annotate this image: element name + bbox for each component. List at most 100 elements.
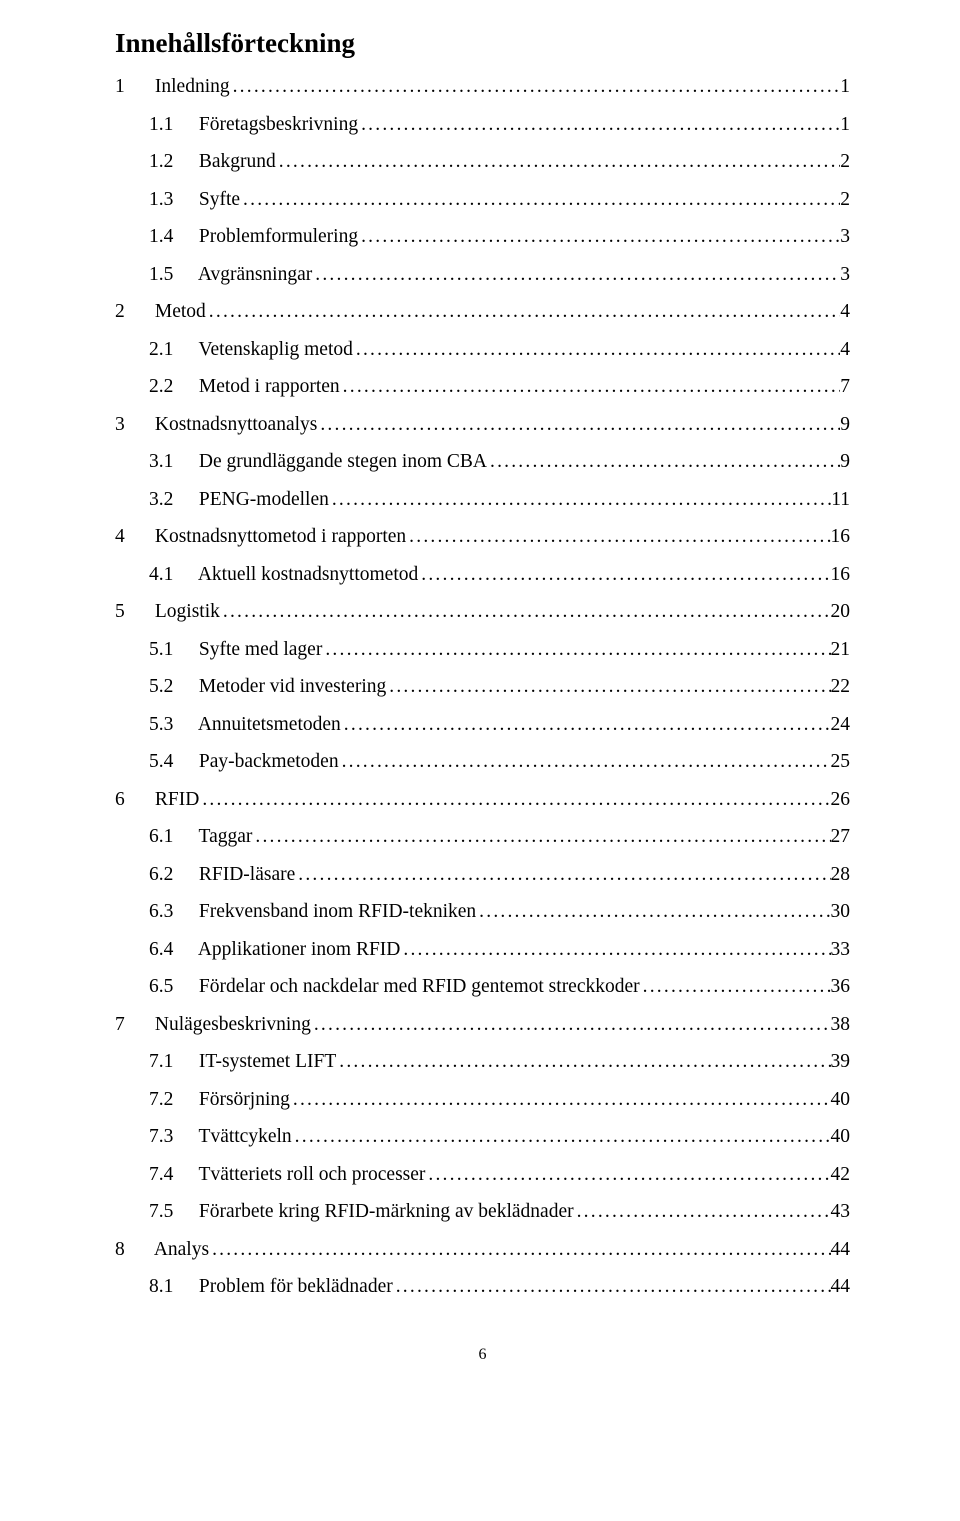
toc-entry: 1 Inledning 1 xyxy=(115,77,850,97)
toc-page: 44 xyxy=(831,1240,851,1260)
toc-label: 1.5 Avgränsningar xyxy=(149,265,312,285)
toc-entry: 4.1 Aktuell kostnadsnyttometod 16 xyxy=(115,565,850,585)
toc-label: 3.2 PENG-modellen xyxy=(149,490,329,510)
toc-text: PENG-modellen xyxy=(199,489,329,510)
toc-label: 7.5 Förarbete kring RFID-märkning av bek… xyxy=(149,1202,574,1222)
toc-leader xyxy=(358,115,840,135)
toc-entry: 3.1 De grundläggande stegen inom CBA 9 xyxy=(115,452,850,472)
toc-text: Inledning xyxy=(155,76,230,97)
toc-num: 8.1 xyxy=(149,1277,194,1297)
toc-entry: 6.2 RFID-läsare 28 xyxy=(115,865,850,885)
toc-leader xyxy=(295,865,830,885)
toc-num: 6.3 xyxy=(149,902,194,922)
toc-text: Bakgrund xyxy=(199,151,276,172)
toc-entry: 6.3 Frekvensband inom RFID-tekniken 30 xyxy=(115,902,850,922)
toc-num: 6.1 xyxy=(149,827,194,847)
toc-num: 1.4 xyxy=(149,227,194,247)
toc-text: RFID xyxy=(155,789,199,810)
toc-text: Metoder vid investering xyxy=(199,676,386,697)
toc-text: Aktuell kostnadsnyttometod xyxy=(198,564,418,585)
toc-text: Annuitetsmetoden xyxy=(198,714,341,735)
toc-text: Problem för beklädnader xyxy=(199,1276,393,1297)
page-title: Innehållsförteckning xyxy=(115,30,850,57)
toc-text: IT-systemet LIFT xyxy=(199,1051,336,1072)
toc-text: Syfte xyxy=(199,189,240,210)
toc-page: 40 xyxy=(831,1090,851,1110)
toc-page: 21 xyxy=(831,640,851,660)
toc-text: Frekvensband inom RFID-tekniken xyxy=(199,901,476,922)
toc-label: 3.1 De grundläggande stegen inom CBA xyxy=(149,452,487,472)
toc-label: 8.1 Problem för beklädnader xyxy=(149,1277,393,1297)
toc-label: 6.4 Applikationer inom RFID xyxy=(149,940,400,960)
toc-leader xyxy=(476,902,830,922)
toc-num: 5.2 xyxy=(149,677,194,697)
toc-text: Tvätteriets roll och processer xyxy=(199,1164,426,1185)
toc-entry: 7.2 Försörjning 40 xyxy=(115,1090,850,1110)
toc-num: 6.4 xyxy=(149,940,194,960)
toc-text: RFID-läsare xyxy=(199,864,295,885)
toc-label: 6 RFID xyxy=(115,790,199,810)
toc-num: 6.5 xyxy=(149,977,194,997)
toc-entry: 1.2 Bakgrund 2 xyxy=(115,152,850,172)
toc-num: 5 xyxy=(115,602,150,622)
toc-text: Problemformulering xyxy=(199,226,358,247)
toc-text: Försörjning xyxy=(199,1089,290,1110)
toc-text: Tvättcykeln xyxy=(199,1126,292,1147)
toc-num: 8 xyxy=(115,1240,150,1260)
toc-num: 5.1 xyxy=(149,640,194,660)
toc-num: 3 xyxy=(115,415,150,435)
toc-leader xyxy=(312,265,840,285)
toc-leader xyxy=(322,640,830,660)
toc-page: 7 xyxy=(840,377,850,397)
toc-text: Nulägesbeskrivning xyxy=(155,1014,311,1035)
toc-num: 1.2 xyxy=(149,152,194,172)
toc-label: 6.2 RFID-läsare xyxy=(149,865,295,885)
toc-page: 1 xyxy=(840,77,850,97)
toc-label: 4.1 Aktuell kostnadsnyttometod xyxy=(149,565,418,585)
toc-label: 2.2 Metod i rapporten xyxy=(149,377,340,397)
toc-num: 2 xyxy=(115,302,150,322)
toc-page: 11 xyxy=(831,490,850,510)
toc-label: 1.3 Syfte xyxy=(149,190,240,210)
toc-leader xyxy=(574,1202,831,1222)
toc-page: 3 xyxy=(840,265,850,285)
toc-label: 1.2 Bakgrund xyxy=(149,152,276,172)
toc-leader xyxy=(358,227,840,247)
toc-text: De grundläggande stegen inom CBA xyxy=(199,451,487,472)
toc-page: 26 xyxy=(831,790,851,810)
toc-entry: 5.4 Pay-backmetoden 25 xyxy=(115,752,850,772)
toc-label: 2 Metod xyxy=(115,302,206,322)
toc-page: 1 xyxy=(840,115,850,135)
toc-num: 2.1 xyxy=(149,340,194,360)
toc-label: 7.4 Tvätteriets roll och processer xyxy=(149,1165,425,1185)
toc-leader xyxy=(336,1052,830,1072)
toc-leader xyxy=(292,1127,831,1147)
toc-entry: 4 Kostnadsnyttometod i rapporten 16 xyxy=(115,527,850,547)
toc-label: 1.4 Problemformulering xyxy=(149,227,358,247)
toc-entry: 3 Kostnadsnyttoanalys 9 xyxy=(115,415,850,435)
toc-leader xyxy=(341,715,831,735)
toc-leader xyxy=(252,827,830,847)
toc-leader xyxy=(209,1240,830,1260)
toc-entry: 2.1 Vetenskaplig metod 4 xyxy=(115,340,850,360)
toc-label: 5.3 Annuitetsmetoden xyxy=(149,715,341,735)
toc-label: 1.1 Företagsbeskrivning xyxy=(149,115,358,135)
toc-page: 42 xyxy=(831,1165,851,1185)
toc-text: Kostnadsnyttometod i rapporten xyxy=(155,526,406,547)
toc-label: 5 Logistik xyxy=(115,602,220,622)
toc-leader xyxy=(386,677,830,697)
toc-leader xyxy=(317,415,840,435)
toc-leader xyxy=(425,1165,830,1185)
toc-page: 38 xyxy=(831,1015,851,1035)
toc-num: 1 xyxy=(115,77,150,97)
toc-num: 1.1 xyxy=(149,115,194,135)
toc-text: Analys xyxy=(154,1239,209,1260)
toc-entry: 6 RFID 26 xyxy=(115,790,850,810)
toc-num: 1.5 xyxy=(149,265,194,285)
toc-entry: 5.3 Annuitetsmetoden 24 xyxy=(115,715,850,735)
page-number: 6 xyxy=(115,1347,850,1363)
toc-label: 4 Kostnadsnyttometod i rapporten xyxy=(115,527,406,547)
toc-text: Fördelar och nackdelar med RFID gentemot… xyxy=(199,976,640,997)
toc-label: 1 Inledning xyxy=(115,77,230,97)
toc-page: 27 xyxy=(831,827,851,847)
